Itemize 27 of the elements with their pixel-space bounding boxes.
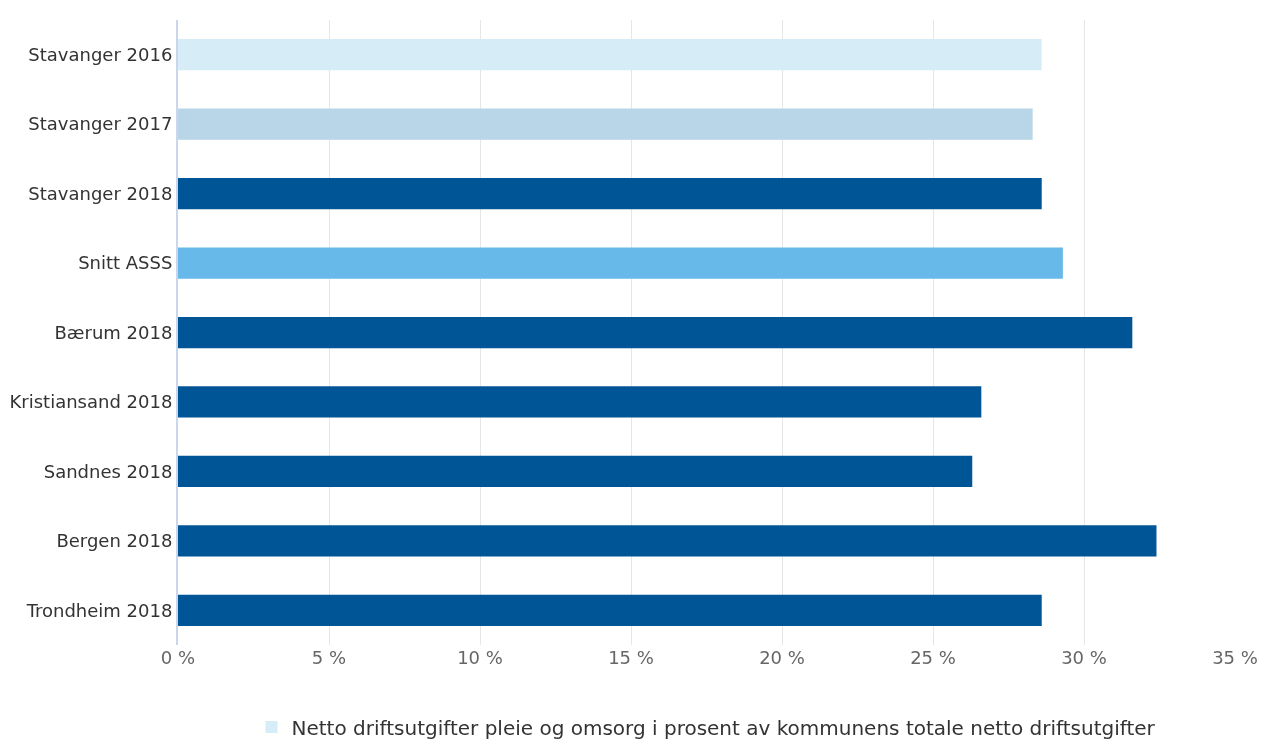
bar	[178, 316, 1133, 349]
bar	[178, 386, 982, 418]
bar	[178, 108, 1033, 140]
bar	[178, 39, 1042, 71]
legend-label: Netto driftsutgifter pleie og omsorg i prosent av kommunens totale netto driftsutgifter	[291, 715, 1156, 740]
bar	[178, 247, 1063, 279]
x-tick-label: 35 %	[1212, 647, 1258, 668]
x-tick-label: 30 %	[1061, 647, 1107, 668]
bar	[178, 594, 1042, 626]
x-tick-label: 15 %	[608, 647, 654, 668]
x-tick-label: 0 %	[160, 647, 196, 668]
bar	[178, 525, 1157, 557]
bar	[178, 177, 1042, 210]
x-tick-label: 5 %	[311, 647, 347, 668]
y-tick-label: Stavanger 2018	[28, 182, 173, 204]
y-tick-label: Kristiansand 2018	[9, 391, 173, 413]
y-tick-label: Bergen 2018	[56, 530, 173, 552]
bar	[178, 455, 973, 488]
y-tick-label: Snitt ASSS	[78, 252, 173, 274]
y-tick-label: Bærum 2018	[54, 321, 173, 343]
y-tick-label: Sandnes 2018	[43, 460, 173, 482]
x-tick-label: 10 %	[457, 647, 503, 668]
x-tick-label: 20 %	[759, 647, 805, 668]
y-tick-label: Stavanger 2017	[28, 113, 173, 135]
y-tick-label: Trondheim 2018	[25, 599, 173, 621]
y-tick-label: Stavanger 2016	[28, 44, 173, 66]
x-tick-label: 25 %	[910, 647, 956, 668]
